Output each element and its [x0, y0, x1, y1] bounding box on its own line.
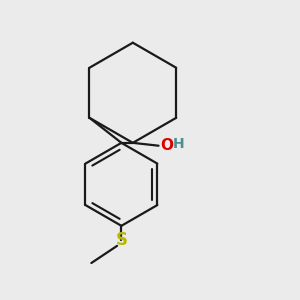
Text: O: O [160, 138, 173, 153]
Text: H: H [172, 137, 184, 151]
Text: S: S [116, 231, 128, 249]
